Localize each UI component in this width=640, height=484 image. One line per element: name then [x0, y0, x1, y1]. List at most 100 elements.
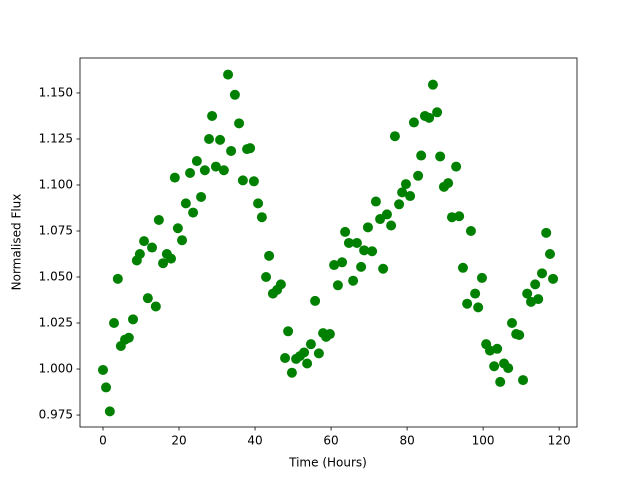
point [275, 279, 286, 290]
point [465, 225, 476, 236]
point [264, 250, 275, 261]
point [386, 220, 397, 231]
point [470, 288, 481, 299]
point [413, 170, 424, 181]
point [518, 375, 529, 386]
point [432, 107, 443, 118]
point [495, 376, 506, 387]
y-tick-label: 1.075 [39, 223, 73, 237]
point [253, 198, 264, 209]
point [305, 339, 316, 350]
point [229, 89, 240, 100]
point [313, 348, 324, 359]
point [416, 150, 427, 161]
point [473, 302, 484, 313]
point [248, 176, 259, 187]
point [112, 273, 123, 284]
point [424, 112, 435, 123]
point [223, 69, 234, 80]
point [104, 406, 115, 417]
x-tick-label: 100 [472, 434, 495, 448]
point [541, 227, 552, 238]
y-tick-label: 1.100 [39, 177, 73, 191]
y-tick-label: 1.125 [39, 131, 73, 145]
point [381, 209, 392, 220]
point [329, 260, 340, 271]
point [134, 249, 145, 260]
point [245, 143, 256, 154]
point [199, 165, 210, 176]
point [503, 363, 514, 374]
point [172, 223, 183, 234]
plot-frame [79, 57, 578, 428]
point [405, 191, 416, 202]
point [537, 268, 548, 279]
y-tick-label: 1.025 [39, 316, 73, 330]
point [514, 329, 525, 340]
point [109, 318, 120, 329]
point [123, 332, 134, 343]
point [177, 235, 188, 246]
point [337, 257, 348, 268]
point [545, 249, 556, 260]
point [302, 358, 313, 369]
point [153, 214, 164, 225]
point [378, 263, 389, 274]
x-axis-label: Time (Hours) [288, 456, 367, 470]
point [359, 245, 370, 256]
point [226, 145, 237, 156]
point [340, 226, 351, 237]
y-tick-label: 1.150 [39, 85, 73, 99]
point [394, 199, 405, 210]
point [462, 298, 473, 309]
point [435, 151, 446, 162]
x-tick-label: 120 [548, 434, 571, 448]
point [370, 196, 381, 207]
point [400, 179, 411, 190]
point [427, 79, 438, 90]
point [332, 280, 343, 291]
point [97, 364, 108, 375]
point [283, 326, 294, 337]
point [234, 118, 245, 129]
point [218, 165, 229, 176]
point [457, 262, 468, 273]
y-tick-label: 1.050 [39, 270, 73, 284]
y-tick-label: 1.000 [39, 362, 73, 376]
point [507, 318, 518, 329]
point [207, 110, 218, 121]
point [286, 367, 297, 378]
point [299, 347, 310, 358]
point [451, 161, 462, 172]
point [397, 187, 408, 198]
point [166, 253, 177, 264]
point [210, 161, 221, 172]
point [204, 133, 215, 144]
point [196, 191, 207, 202]
point [492, 343, 503, 354]
point [362, 222, 373, 233]
point [256, 212, 267, 223]
point [324, 329, 335, 340]
point [158, 258, 169, 269]
y-axis-label: Normalised Flux [10, 194, 24, 291]
point [280, 352, 291, 363]
point [237, 175, 248, 186]
point [351, 237, 362, 248]
x-tick-label: 80 [399, 434, 414, 448]
point [215, 134, 226, 145]
point [533, 294, 544, 305]
point [147, 242, 158, 253]
point [139, 236, 150, 247]
y-tick-label: 0.975 [39, 408, 73, 422]
point [185, 168, 196, 179]
x-tick-label: 60 [323, 434, 338, 448]
point [443, 178, 454, 189]
point [348, 275, 359, 286]
point [389, 131, 400, 142]
point [408, 117, 419, 128]
point [150, 301, 161, 312]
point [548, 273, 559, 284]
point [356, 261, 367, 272]
